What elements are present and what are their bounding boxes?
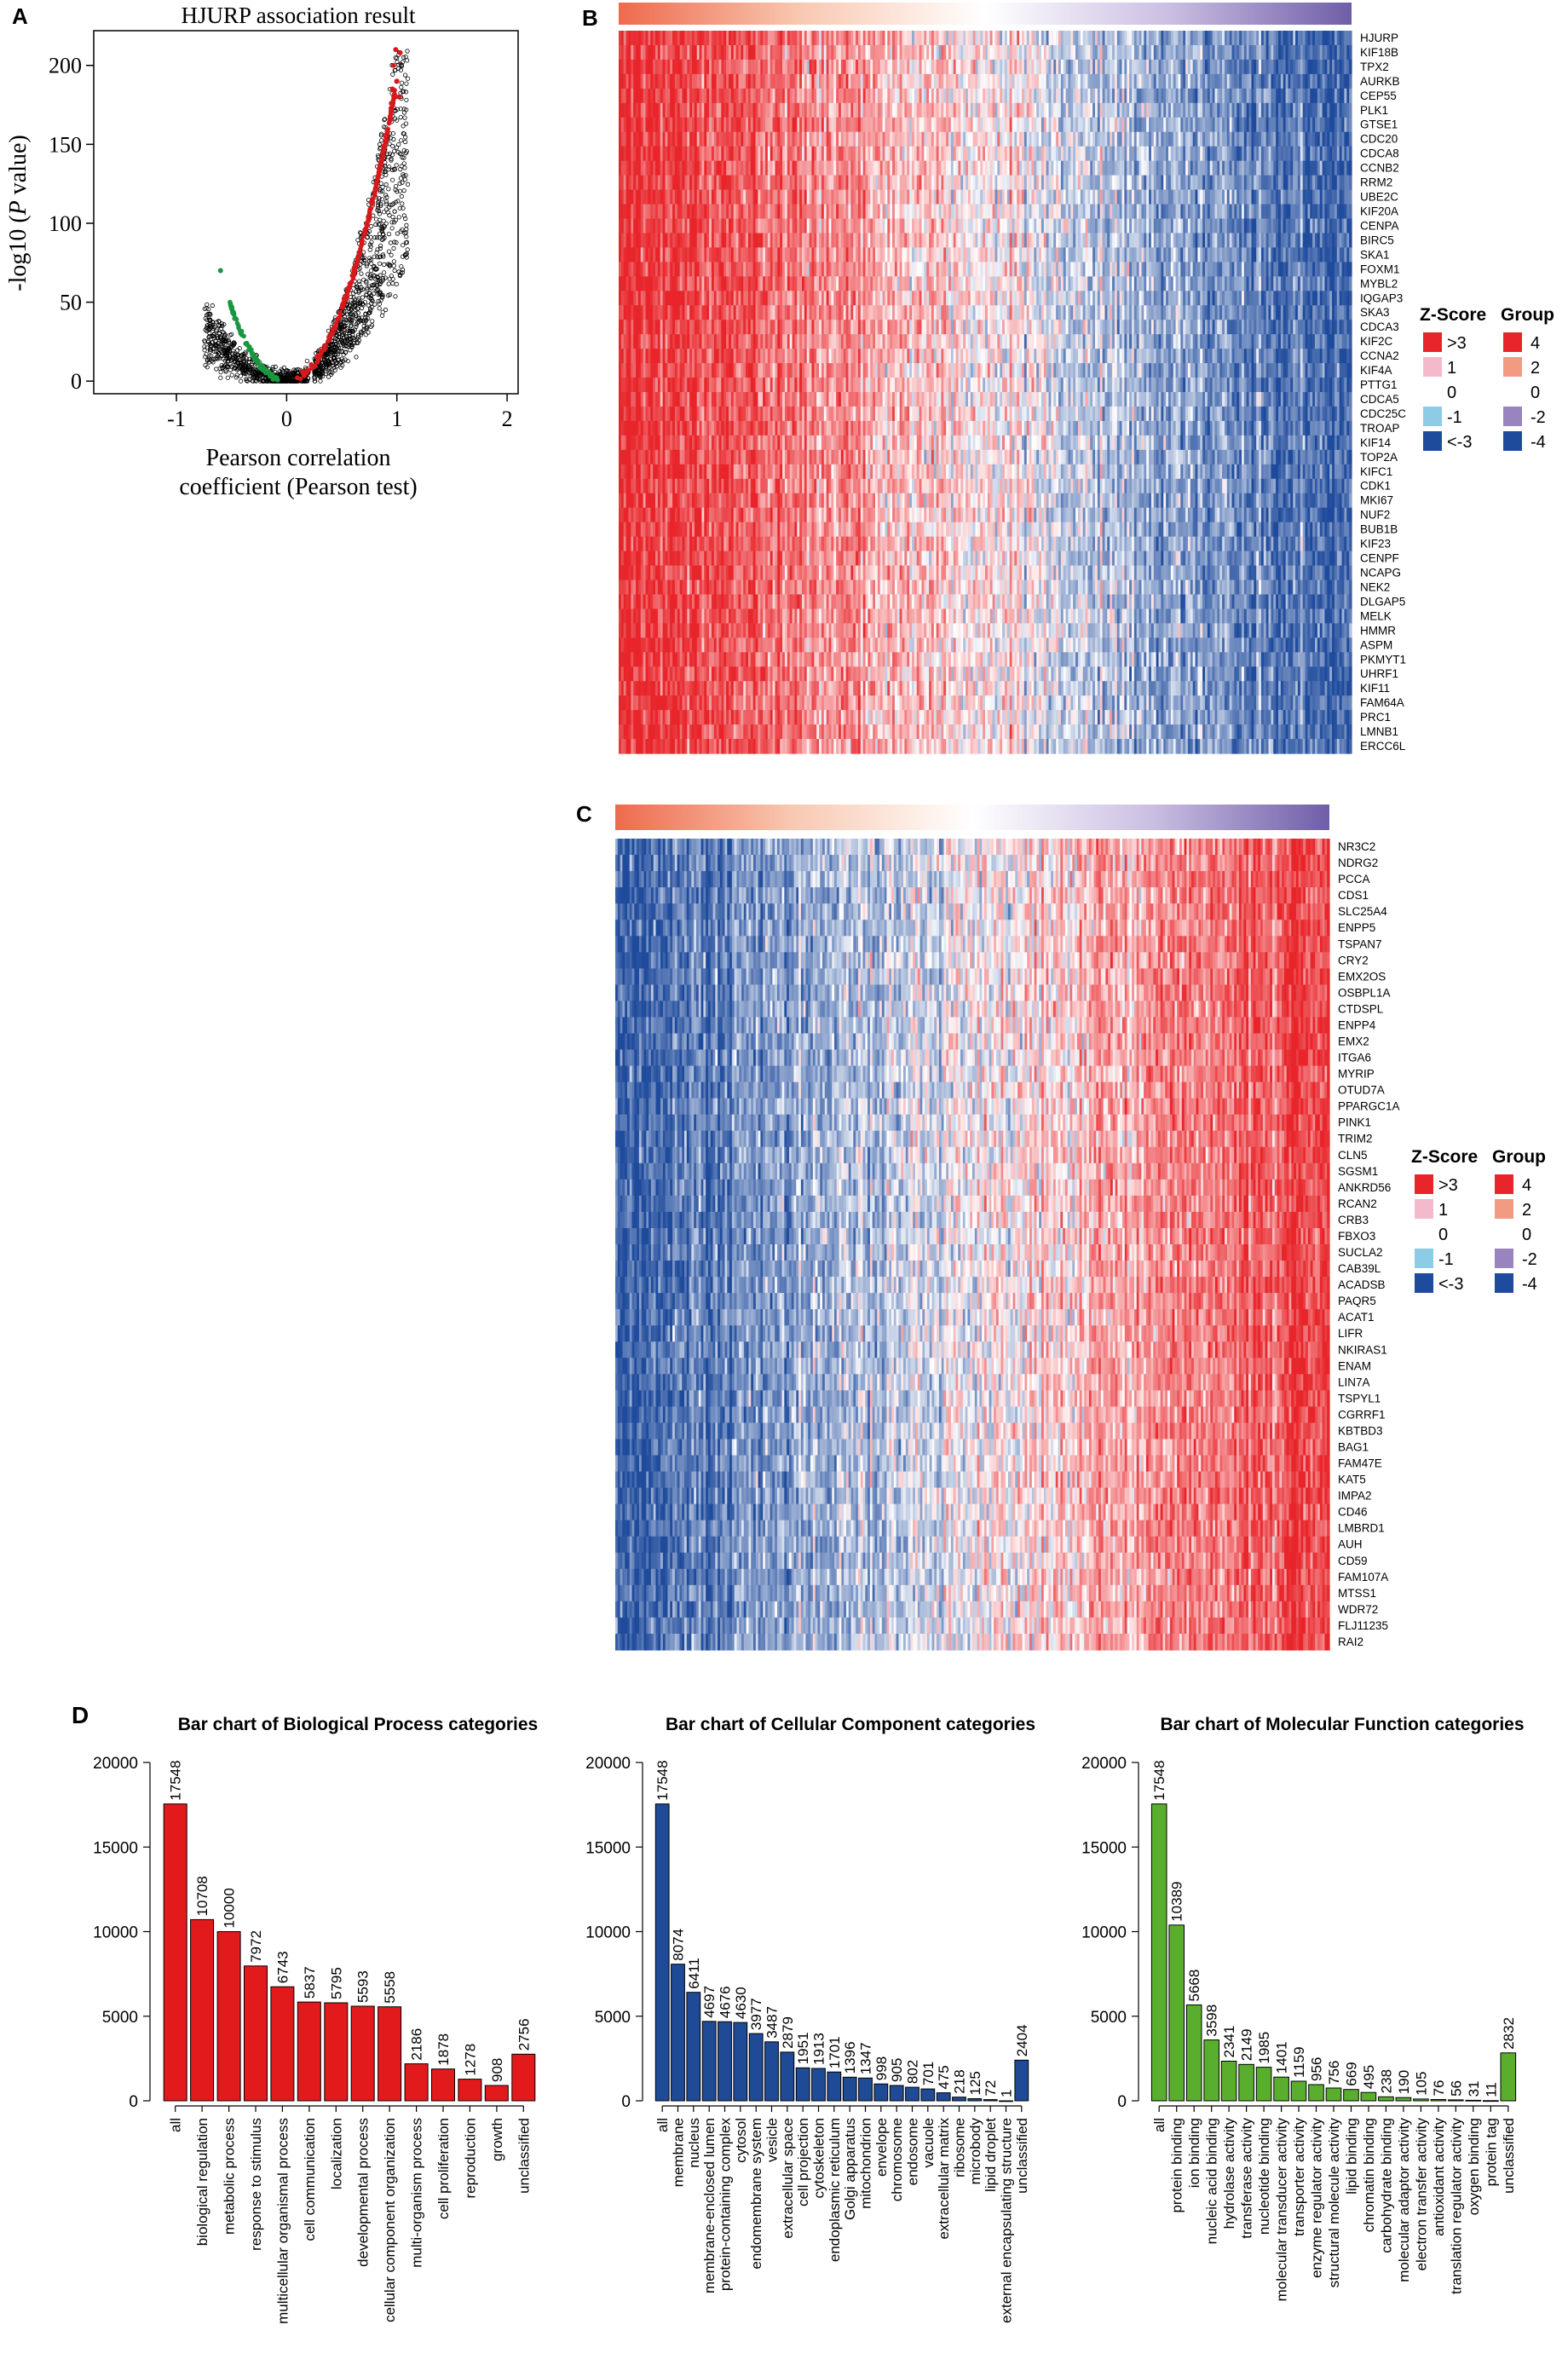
- volcano-point-ns: [401, 181, 404, 184]
- figure-canvas: A HJURP association result -1 0 1 205010015…: [0, 0, 1568, 2365]
- volcano-point-ns: [392, 149, 395, 153]
- volcano-point-ns: [400, 85, 403, 89]
- volcano-point-ns: [404, 140, 407, 143]
- panel-a: A HJURP association result -1 0 1 205010015…: [5, 3, 518, 500]
- volcano-point-ns: [392, 264, 395, 268]
- volcano-point-ns: [219, 371, 222, 374]
- volcano-point-ns: [400, 194, 403, 198]
- volcano-point-ns: [319, 379, 322, 383]
- volcano-plot-frame: [94, 31, 518, 394]
- volcano-point-ns: [389, 241, 392, 245]
- volcano-point-ns: [392, 246, 395, 250]
- panel-label-a: A: [12, 3, 28, 29]
- volcano-point-ns: [355, 355, 358, 359]
- volcano-point-ns: [387, 187, 390, 191]
- volcano-point-ns: [366, 331, 370, 334]
- volcano-point-ns: [387, 282, 390, 286]
- volcano-point-ns: [394, 295, 397, 298]
- volcano-point-ns: [373, 235, 377, 239]
- volcano-point-ns: [403, 116, 406, 119]
- volcano-points: [203, 47, 410, 383]
- volcano-point-ns: [406, 77, 409, 80]
- volcano-point-ns: [400, 139, 403, 142]
- volcano-point-ns: [400, 81, 403, 84]
- volcano-point-ns: [369, 268, 372, 272]
- volcano-point-ns: [390, 227, 394, 230]
- volcano-point-ns: [387, 250, 390, 253]
- volcano-title: HJURP association result: [182, 3, 416, 28]
- volcano-point-ns: [380, 314, 383, 317]
- volcano-point-ns: [390, 178, 394, 182]
- volcano-point-ns: [305, 359, 308, 362]
- volcano-point-ns: [374, 217, 378, 221]
- volcano-point-ns: [391, 281, 395, 285]
- volcano-point-ns: [388, 205, 391, 209]
- volcano-point-ns: [230, 373, 233, 377]
- volcano-point-ns: [401, 202, 404, 205]
- volcano-point-ns: [403, 73, 406, 77]
- volcano-point-ns: [378, 307, 381, 310]
- volcano-point-ns: [395, 282, 398, 286]
- volcano-point-ns: [378, 262, 381, 265]
- volcano-point-ns: [379, 139, 383, 142]
- volcano-point-ns: [382, 211, 385, 214]
- volcano-point-ns: [371, 320, 374, 323]
- volcano-point-ns: [360, 296, 364, 299]
- volcano-point-ns: [228, 368, 232, 372]
- volcano-point-ns: [360, 272, 363, 275]
- volcano-point-ns: [405, 223, 408, 227]
- volcano-point-ns: [360, 306, 363, 309]
- volcano-point-ns: [392, 260, 395, 263]
- volcano-point-ns: [406, 248, 409, 251]
- volcano-point-ns: [274, 365, 277, 368]
- volcano-point-ns: [210, 303, 214, 307]
- volcano-point-ns: [405, 82, 408, 85]
- volcano-point-ns: [404, 90, 407, 94]
- volcano-point-ns: [394, 56, 397, 60]
- volcano-point-ns: [405, 98, 408, 101]
- volcano-point-ns: [400, 265, 403, 268]
- volcano-point-ns: [397, 216, 401, 219]
- volcano-point-ns: [406, 182, 409, 186]
- volcano-point-ns: [219, 376, 222, 379]
